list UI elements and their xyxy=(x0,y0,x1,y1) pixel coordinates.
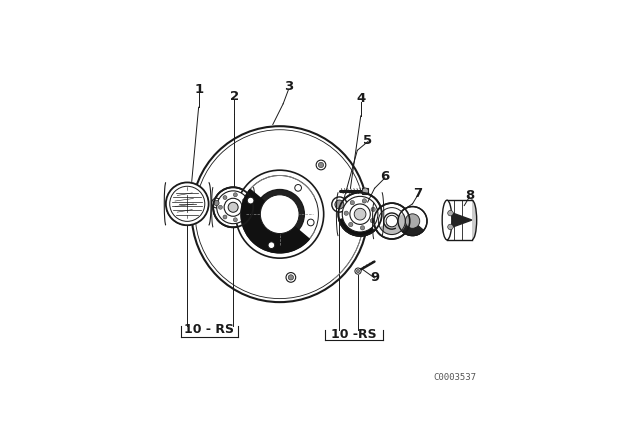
Circle shape xyxy=(349,222,353,227)
Circle shape xyxy=(286,272,296,282)
Circle shape xyxy=(224,198,242,216)
Circle shape xyxy=(356,269,360,273)
Circle shape xyxy=(339,193,382,236)
Circle shape xyxy=(448,224,453,230)
Wedge shape xyxy=(452,213,472,227)
Circle shape xyxy=(217,191,250,224)
Ellipse shape xyxy=(442,200,452,240)
Circle shape xyxy=(242,199,246,203)
Circle shape xyxy=(316,160,326,170)
Circle shape xyxy=(288,275,294,280)
Circle shape xyxy=(192,126,367,302)
Circle shape xyxy=(212,198,221,208)
Wedge shape xyxy=(398,221,424,236)
Circle shape xyxy=(398,207,427,236)
Circle shape xyxy=(242,211,246,215)
Circle shape xyxy=(360,226,365,230)
Circle shape xyxy=(223,195,227,199)
Ellipse shape xyxy=(467,200,477,240)
Text: 4: 4 xyxy=(356,92,365,105)
Text: 9: 9 xyxy=(370,271,379,284)
Circle shape xyxy=(228,202,238,212)
Circle shape xyxy=(448,211,453,216)
Circle shape xyxy=(236,170,324,258)
Text: 8: 8 xyxy=(465,189,474,202)
Text: C0003537: C0003537 xyxy=(433,373,476,382)
Text: 2: 2 xyxy=(230,90,239,103)
Circle shape xyxy=(295,185,301,191)
Circle shape xyxy=(350,204,371,224)
Circle shape xyxy=(213,187,253,227)
Circle shape xyxy=(335,200,344,209)
Text: 3: 3 xyxy=(284,80,293,93)
Circle shape xyxy=(405,214,420,228)
Text: 7: 7 xyxy=(413,187,422,200)
Circle shape xyxy=(260,195,299,233)
Circle shape xyxy=(332,197,347,212)
Circle shape xyxy=(350,200,355,205)
Circle shape xyxy=(255,190,305,239)
Circle shape xyxy=(307,219,314,226)
Circle shape xyxy=(241,176,319,253)
Circle shape xyxy=(268,242,275,249)
Wedge shape xyxy=(339,214,374,236)
Circle shape xyxy=(342,196,378,232)
Circle shape xyxy=(371,207,375,211)
Wedge shape xyxy=(241,190,309,253)
Circle shape xyxy=(214,200,219,206)
Circle shape xyxy=(344,211,348,215)
Circle shape xyxy=(234,218,237,222)
Circle shape xyxy=(374,203,410,239)
Circle shape xyxy=(318,162,324,168)
Circle shape xyxy=(362,188,369,194)
Wedge shape xyxy=(378,207,403,228)
Circle shape xyxy=(223,215,227,219)
Wedge shape xyxy=(214,207,246,227)
Bar xyxy=(362,188,368,194)
Text: 6: 6 xyxy=(380,170,390,183)
Circle shape xyxy=(386,215,397,227)
Circle shape xyxy=(362,199,367,203)
Circle shape xyxy=(354,208,366,220)
Circle shape xyxy=(170,186,205,221)
Circle shape xyxy=(370,219,374,223)
Circle shape xyxy=(234,193,237,197)
Circle shape xyxy=(247,197,254,204)
Text: 5: 5 xyxy=(363,134,372,146)
Text: 1: 1 xyxy=(194,83,204,96)
Text: 10 - RS: 10 - RS xyxy=(184,323,234,336)
Circle shape xyxy=(166,182,209,225)
Circle shape xyxy=(218,205,223,209)
Bar xyxy=(447,200,472,240)
Wedge shape xyxy=(167,204,191,225)
Text: 10 -RS: 10 -RS xyxy=(331,328,377,341)
Wedge shape xyxy=(380,214,405,234)
Circle shape xyxy=(355,268,361,274)
